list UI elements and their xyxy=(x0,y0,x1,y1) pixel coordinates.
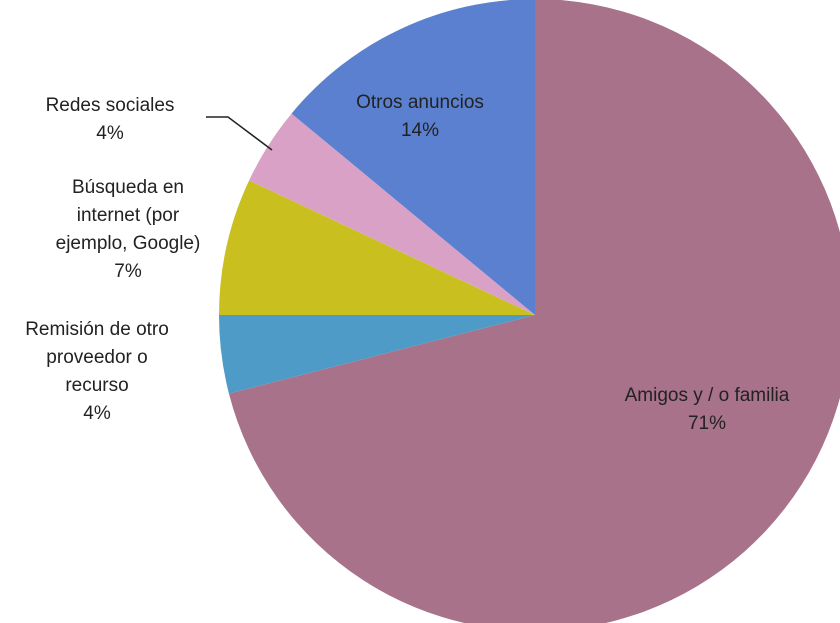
slice-label: Redes sociales 4% xyxy=(30,92,190,148)
slice-name: Búsqueda en internet (por ejemplo, Googl… xyxy=(55,177,201,254)
slice-label: Remisión de otro proveedor o recurso 4% xyxy=(15,316,180,428)
pie-slice xyxy=(219,315,535,394)
slice-value: 14% xyxy=(400,120,440,141)
slice-label: Otros anuncios 14% xyxy=(340,89,500,145)
pie-slice xyxy=(291,0,535,315)
slice-name: Redes sociales xyxy=(45,95,175,116)
leader-line xyxy=(206,116,273,151)
slice-name: Otros anuncios xyxy=(356,92,484,113)
slice-name: Remisión de otro proveedor o recurso xyxy=(25,319,169,396)
slice-value: 71% xyxy=(687,413,727,434)
slice-label: Búsqueda en internet (por ejemplo, Googl… xyxy=(46,174,211,286)
slice-label: Amigos y / o familia 71% xyxy=(597,382,817,438)
slice-value: 7% xyxy=(114,261,142,282)
slice-value: 4% xyxy=(83,403,111,424)
pie-slice xyxy=(249,113,535,315)
pie-slice xyxy=(228,0,840,623)
slice-name: Amigos y / o familia xyxy=(624,385,790,406)
slice-value: 4% xyxy=(96,123,124,144)
pie-slice xyxy=(219,180,535,315)
